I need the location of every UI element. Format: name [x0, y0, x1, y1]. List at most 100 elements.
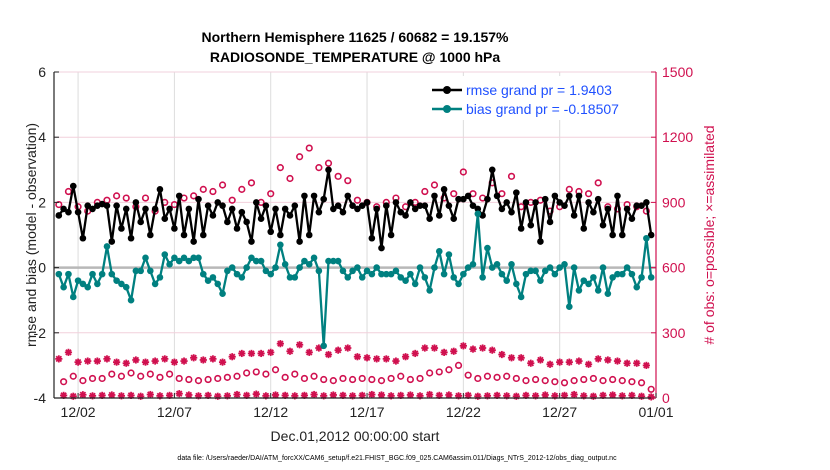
rmse-point — [147, 231, 154, 239]
obs-possible-point — [300, 374, 309, 383]
legend: rmse grand pr = 1.9403 bias grand pr = -… — [428, 76, 650, 120]
obs-possible-point — [204, 375, 212, 384]
bias-point — [551, 270, 559, 278]
rmse-point — [440, 186, 448, 193]
obs-assimilated-point — [218, 358, 227, 366]
obs-assimilated-point — [113, 358, 121, 366]
rmse-point — [402, 212, 409, 219]
obs-possible-point — [507, 172, 516, 180]
x-tick-label: 12/17 — [350, 404, 385, 420]
bias-point — [517, 293, 525, 301]
rmse-point — [561, 202, 568, 209]
obs-possible-point — [531, 375, 540, 384]
obs-possible-point — [483, 372, 492, 380]
obs-assimilated-point — [108, 391, 116, 399]
bias-point — [464, 264, 472, 271]
obs-assimilated-point — [180, 357, 188, 365]
rmse-point — [277, 231, 284, 239]
bias-point — [277, 241, 284, 249]
rmse-point — [89, 205, 96, 213]
bias-point — [103, 243, 111, 250]
rmse-point — [392, 199, 400, 206]
bias-point — [84, 283, 92, 291]
bias-point — [286, 274, 294, 281]
bias-point — [281, 261, 289, 268]
bias-point — [252, 257, 260, 265]
bias-point — [445, 251, 453, 258]
obs-possible-point — [233, 372, 241, 380]
rmse-point — [79, 234, 87, 242]
rmse-point — [493, 192, 501, 200]
bias-point — [416, 264, 424, 271]
obs-assimilated-point — [464, 391, 472, 399]
obs-possible-point — [238, 185, 246, 193]
bias-point — [320, 342, 327, 350]
bias-point — [527, 267, 535, 275]
bias-point — [243, 264, 250, 271]
bias-point — [368, 270, 376, 278]
obs-assimilated-point — [498, 350, 506, 359]
obs-possible-point — [613, 205, 622, 213]
bias-point — [440, 270, 448, 278]
x-axis-label: Dec.01,2012 00:00:00 start — [271, 428, 440, 444]
obs-possible-point — [344, 177, 352, 185]
bias-point — [257, 257, 265, 265]
obs-assimilated-point — [637, 392, 646, 400]
rmse-point — [541, 195, 549, 203]
rmse-point — [224, 218, 231, 226]
obs-assimilated-point — [604, 356, 612, 364]
bias-point — [325, 257, 332, 265]
obs-assimilated-point — [459, 342, 467, 350]
rmse-point — [60, 205, 67, 213]
legend-rmse-label: rmse grand pr = 1.9403 — [466, 82, 612, 98]
obs-assimilated-point — [103, 355, 111, 363]
bias-point — [460, 270, 467, 278]
obs-possible-point — [551, 378, 559, 386]
bias-point — [238, 274, 246, 281]
x-tick-label: 12/12 — [253, 404, 288, 420]
obs-possible-point — [416, 374, 424, 383]
bias-point — [151, 280, 159, 288]
rmse-point — [219, 202, 226, 209]
obs-assimilated-point — [305, 348, 313, 356]
bias-point — [387, 270, 395, 278]
rmse-point — [469, 202, 477, 209]
obs-possible-point — [454, 361, 463, 370]
obs-possible-point — [64, 187, 73, 196]
obs-assimilated-point — [344, 344, 352, 352]
obs-assimilated-point — [151, 357, 159, 365]
bias-point — [604, 290, 612, 297]
rmse-point — [618, 231, 626, 239]
rmse-point — [508, 208, 515, 216]
rmse-point — [628, 215, 636, 222]
obs-assimilated-point — [286, 347, 294, 355]
obs-possible-point — [406, 375, 414, 384]
rmse-point — [503, 199, 511, 206]
bias-point — [262, 267, 270, 275]
y-right-tick-label: 600 — [662, 260, 686, 276]
obs-possible-point — [127, 369, 135, 377]
obs-possible-point — [296, 153, 304, 161]
obs-assimilated-point — [469, 345, 477, 353]
obs-possible-point — [271, 366, 280, 374]
rmse-point — [474, 205, 482, 213]
rmse-point — [416, 202, 424, 209]
obs-possible-point — [243, 369, 251, 377]
bias-point — [209, 274, 217, 281]
obs-assimilated-point — [64, 348, 73, 356]
rmse-point — [156, 186, 164, 193]
rmse-point — [175, 192, 183, 200]
obs-assimilated-point — [281, 391, 289, 399]
data-marks — [55, 144, 655, 401]
obs-possible-point — [209, 187, 217, 196]
obs-possible-point — [637, 379, 646, 387]
obs-assimilated-point — [233, 390, 241, 399]
rmse-point — [161, 215, 169, 222]
rmse-point — [180, 231, 188, 239]
rmse-point — [431, 192, 438, 200]
obs-possible-point — [122, 194, 130, 202]
bias-point — [411, 280, 419, 288]
rmse-point — [108, 238, 116, 245]
bias-point — [214, 280, 222, 288]
rmse-point — [498, 205, 506, 213]
